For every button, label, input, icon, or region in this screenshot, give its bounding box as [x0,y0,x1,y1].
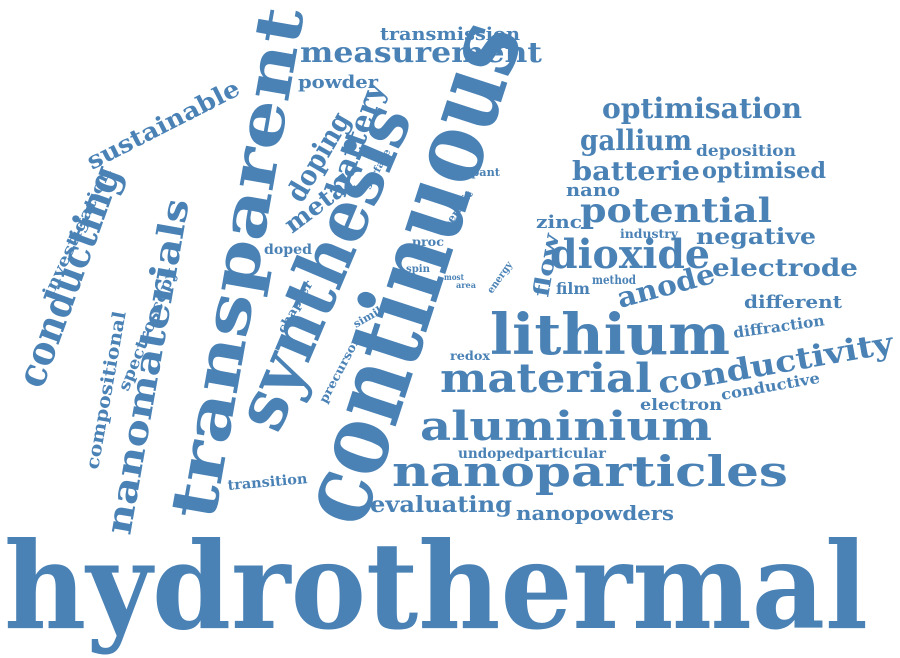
word-material: material [440,355,652,402]
word-proc: proc [412,235,444,249]
word-industry: industry [620,227,679,241]
word-transmission: transmission [380,24,520,45]
word-aluminium: aluminium [420,403,712,450]
word-dopant: dopant [456,166,501,179]
word-method: method [592,273,637,287]
word-hydrothermal: hydrothermal [4,516,868,657]
word-evaluating: evaluating [370,492,512,518]
word-doped: doped [264,242,312,258]
word-zinc: zinc [536,212,582,233]
word-dioxide: dioxide [550,231,710,278]
word-redox: redox [450,349,491,363]
word-spin: spin [406,264,431,275]
word-batterie: batterie [572,157,700,187]
word-nanopowders: nanopowders [516,501,674,525]
word-transition: transition [227,471,308,494]
word-potential: potential [580,191,772,231]
word-energy: energy [485,259,515,296]
word-different: different [744,292,843,313]
word-optimisation: optimisation [602,92,802,125]
word-powder: powder [298,72,379,93]
word-lithium: lithium [490,302,730,368]
word-area: area [456,280,476,290]
word-diffraction: diffraction [732,311,826,342]
word-film: film [556,279,590,298]
word-most: most [444,272,464,282]
word-particular: particular [524,446,607,462]
word-nanoparticles: nanoparticles [392,447,788,496]
word-optimised: optimised [702,158,826,184]
word-undoped: undoped [458,446,524,462]
word-measurement: measurement [300,36,542,69]
word-electron: electron [640,395,722,414]
word-deposition: deposition [696,141,796,160]
word-nano: nano [566,180,620,201]
word-negative: negative [696,224,816,250]
word-electrode: electrode [712,253,858,282]
word-gallium: gallium [580,124,692,157]
